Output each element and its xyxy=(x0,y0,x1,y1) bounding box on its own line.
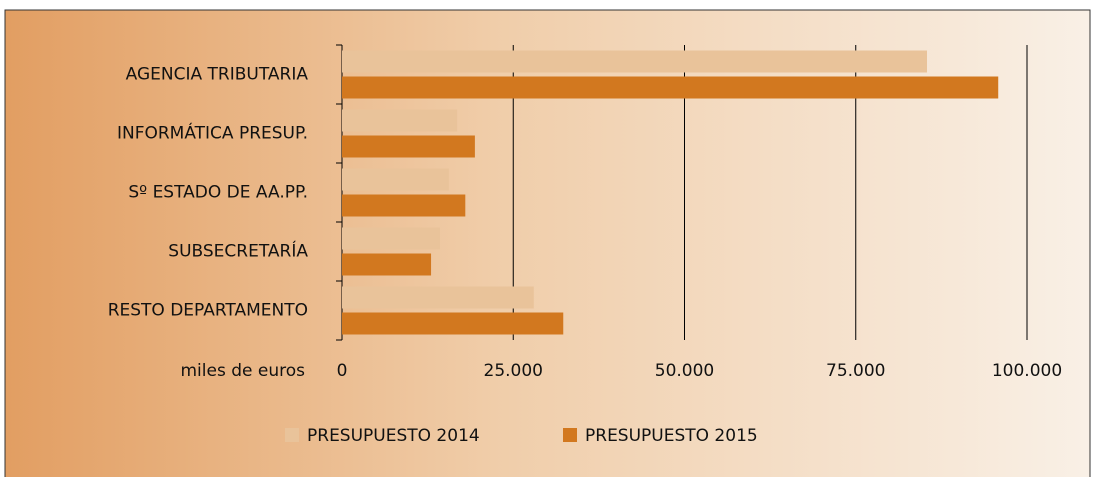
x-tick-label: 25.000 xyxy=(484,361,543,381)
legend-label: PRESUPUESTO 2015 xyxy=(585,426,758,446)
x-tick-label: 100.000 xyxy=(992,361,1062,381)
y-tick-label: SUBSECRETARÍA xyxy=(168,240,308,262)
y-tick-label: AGENCIA TRIBUTARIA xyxy=(126,65,309,85)
x-axis-label: miles de euros xyxy=(181,361,306,381)
legend-label: PRESUPUESTO 2014 xyxy=(307,426,480,446)
bar xyxy=(342,135,475,158)
bar xyxy=(342,312,564,335)
x-tick-label: 0 xyxy=(337,361,348,381)
bar xyxy=(342,286,534,309)
bar xyxy=(342,109,458,132)
legend-swatch xyxy=(563,428,577,442)
bar xyxy=(342,76,999,99)
y-tick-label: Sº ESTADO DE AA.PP. xyxy=(128,183,308,203)
bar xyxy=(342,168,449,191)
bar xyxy=(342,253,432,276)
legend-swatch xyxy=(285,428,299,442)
bar xyxy=(342,194,466,217)
x-tick-label: 50.000 xyxy=(655,361,714,381)
frame xyxy=(4,9,1091,477)
bar xyxy=(342,50,927,73)
y-tick-label: INFORMÁTICA PRESUP. xyxy=(117,122,308,144)
x-tick-label: 75.000 xyxy=(826,361,885,381)
bar xyxy=(342,227,440,250)
y-tick-label: RESTO DEPARTAMENTO xyxy=(108,301,308,321)
